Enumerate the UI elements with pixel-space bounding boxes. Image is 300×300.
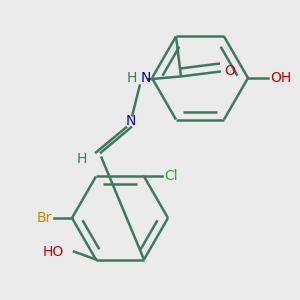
Text: N: N bbox=[141, 71, 152, 85]
Text: H: H bbox=[127, 71, 137, 85]
Text: H: H bbox=[76, 152, 87, 167]
Text: O: O bbox=[224, 64, 235, 78]
Text: Cl: Cl bbox=[164, 169, 178, 183]
Text: N: N bbox=[126, 114, 136, 128]
Text: Br: Br bbox=[37, 211, 52, 225]
Text: OH: OH bbox=[270, 71, 291, 85]
Text: HO: HO bbox=[43, 244, 64, 259]
